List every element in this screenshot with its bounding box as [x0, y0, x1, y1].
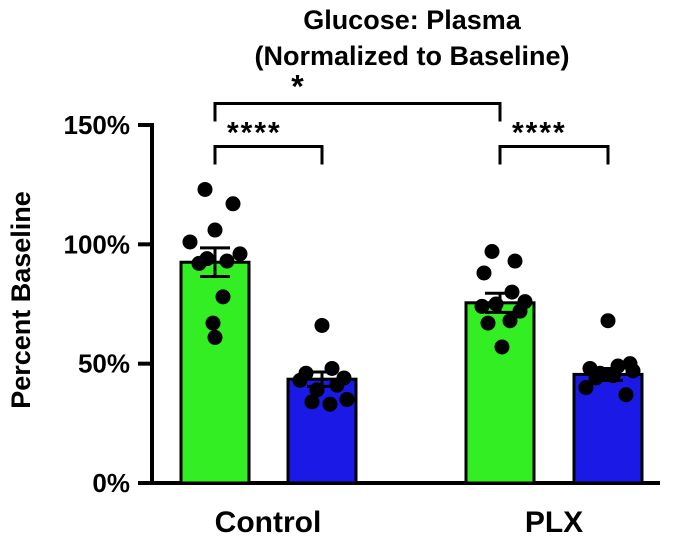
y-tick-label: 100%: [64, 229, 131, 259]
data-point: [205, 315, 221, 331]
data-points: [182, 181, 641, 412]
data-point: [504, 284, 520, 300]
data-point: [484, 243, 500, 259]
axes: 0% 50% 100% 150%: [64, 110, 660, 498]
significance-bracket: [498, 144, 610, 165]
data-point: [232, 246, 248, 262]
x-tick-label: PLX: [525, 506, 583, 538]
data-point: [197, 181, 213, 197]
data-point: [329, 377, 345, 393]
y-axis-label: Percent Baseline: [6, 191, 36, 409]
data-point: [474, 298, 490, 314]
data-point: [207, 222, 223, 238]
error-bars: [200, 246, 623, 388]
data-point: [625, 363, 641, 379]
data-point: [476, 265, 492, 281]
data-point: [512, 303, 528, 319]
significance-label: *: [291, 69, 304, 105]
data-point: [588, 370, 604, 386]
data-point: [322, 396, 338, 412]
significance-label: ****: [512, 116, 567, 149]
data-point: [480, 315, 496, 331]
data-point: [324, 360, 340, 376]
x-tick-label: Control: [215, 506, 322, 538]
bar: [179, 260, 251, 485]
y-tick-label: 50%: [78, 349, 130, 379]
data-point: [215, 289, 231, 305]
y-tick-label: 0%: [92, 468, 130, 498]
data-point: [292, 372, 308, 388]
x-tick-labels: Control PLX: [215, 506, 584, 539]
data-point: [225, 196, 241, 212]
data-point: [219, 253, 235, 269]
significance-brackets: ***** ****: [213, 69, 610, 165]
data-point: [191, 255, 207, 271]
data-point: [309, 382, 325, 398]
significance-bracket: [213, 102, 502, 122]
chart-title-line-2: (Normalized to Baseline): [254, 41, 569, 71]
data-point: [182, 234, 198, 250]
significance-label: ****: [227, 116, 282, 149]
bar: [464, 301, 536, 485]
data-point: [314, 317, 330, 333]
data-point: [618, 387, 634, 403]
data-point: [488, 296, 504, 312]
y-tick-label: 150%: [64, 110, 131, 140]
data-point: [339, 391, 355, 407]
chart-title-line-1: Glucose: Plasma: [303, 5, 522, 35]
data-point: [502, 313, 518, 329]
data-point: [207, 329, 223, 345]
data-point: [578, 380, 594, 396]
data-point: [494, 339, 510, 355]
data-point: [600, 313, 616, 329]
bars: [179, 260, 644, 485]
data-point: [605, 368, 621, 384]
significance-bracket: [213, 144, 324, 165]
data-point: [507, 253, 523, 269]
data-point: [304, 394, 320, 410]
